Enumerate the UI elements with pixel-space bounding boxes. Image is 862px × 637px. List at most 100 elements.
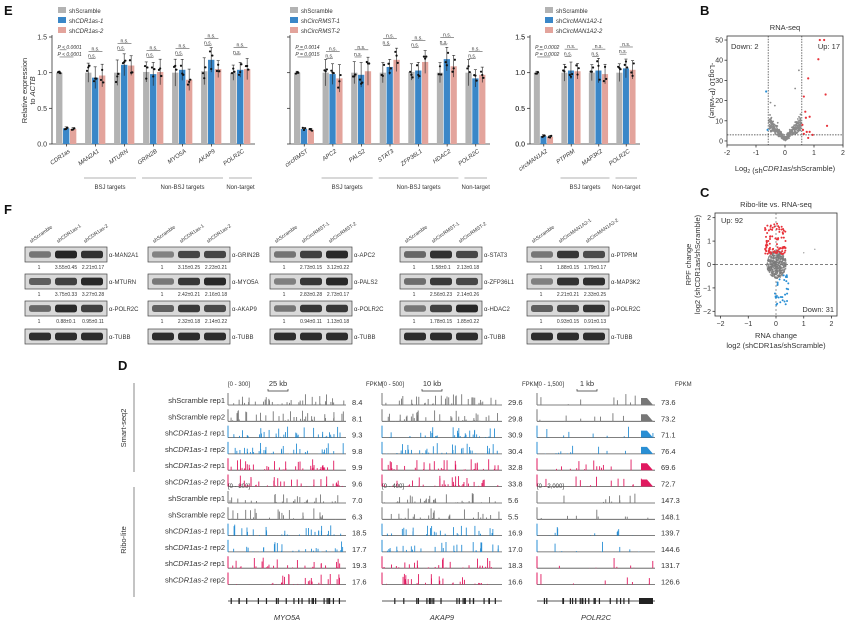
bar bbox=[307, 129, 314, 144]
sig-label: n.s. bbox=[146, 53, 154, 59]
scatter-point-down bbox=[773, 292, 776, 295]
scatter-point-ns bbox=[776, 259, 778, 261]
bar bbox=[208, 59, 215, 144]
group-label: BSJ targets bbox=[332, 185, 363, 191]
sig-label: n.s. bbox=[443, 33, 451, 39]
x-tick-label: APC2 bbox=[321, 148, 339, 163]
lane-label: shScramble bbox=[29, 224, 54, 244]
protein-band bbox=[274, 278, 296, 285]
scatter-point-ns bbox=[767, 256, 770, 259]
data-point bbox=[179, 64, 183, 67]
data-point bbox=[218, 70, 221, 73]
scatter-point-ns bbox=[771, 125, 774, 128]
data-point bbox=[188, 80, 191, 83]
bar bbox=[386, 66, 393, 144]
data-point bbox=[128, 59, 132, 62]
protein-band bbox=[300, 332, 322, 341]
scatter-point-ns bbox=[767, 266, 769, 268]
bar bbox=[533, 72, 540, 144]
fpkm-value: 29.8 bbox=[508, 414, 523, 423]
gene-model-exon bbox=[464, 598, 466, 604]
sample-label: shCDR1as-1 rep2 bbox=[165, 445, 225, 454]
fpkm-header: FPKM bbox=[522, 382, 539, 388]
bar bbox=[56, 72, 63, 144]
scatter-point-ns bbox=[773, 258, 775, 260]
data-point bbox=[332, 71, 335, 75]
scale-bar-label: 1 kb bbox=[580, 379, 594, 388]
scatter-point-ns bbox=[773, 260, 776, 263]
scatter-point-ns bbox=[773, 272, 775, 274]
gene-model-exon bbox=[546, 598, 548, 604]
data-point bbox=[189, 78, 192, 81]
gene-name: MYO5A bbox=[274, 613, 300, 622]
x-axis-title: Log2 (shCDR1as/shScramble) bbox=[735, 164, 836, 175]
fpkm-value: 29.6 bbox=[508, 398, 523, 407]
scatter-point-ns bbox=[769, 129, 772, 132]
y-axis-title: -Log10 (P-value) bbox=[708, 63, 717, 119]
scatter-point-up bbox=[781, 232, 784, 235]
scatter-point-ns bbox=[768, 128, 771, 130]
scatter-point-ns bbox=[772, 259, 774, 261]
up-count-label: Up: 17 bbox=[818, 42, 840, 51]
data-point bbox=[114, 80, 118, 84]
x-tick-label: PTPRM bbox=[556, 149, 577, 166]
band-quant: 2.21±0.21 bbox=[557, 292, 579, 298]
data-point bbox=[536, 71, 540, 74]
band-quant: 3.75±0.33 bbox=[55, 292, 77, 298]
scatter-point-ns bbox=[768, 121, 771, 123]
antibody-label: α-PALS2 bbox=[354, 280, 378, 286]
scatter-point-up bbox=[773, 225, 776, 228]
data-point bbox=[85, 69, 89, 72]
scatter-point-ns bbox=[775, 260, 777, 262]
x-tick-label: 1 bbox=[802, 321, 806, 328]
antibody-label: α-TUBB bbox=[354, 335, 375, 341]
band-quant: 1 bbox=[413, 292, 416, 298]
protein-band bbox=[531, 332, 553, 341]
scatter-point-ns bbox=[775, 276, 777, 278]
gene-model-exon bbox=[569, 598, 571, 604]
band-quant: 1 bbox=[283, 265, 286, 271]
scatter-point-up bbox=[778, 226, 781, 229]
scatter-point-ns bbox=[799, 113, 802, 116]
fpkm-value: 8.1 bbox=[352, 414, 362, 423]
protein-band bbox=[81, 277, 103, 286]
scatter-point-ns bbox=[769, 114, 771, 116]
gene-model-exon bbox=[238, 598, 240, 604]
scatter-point-ns bbox=[768, 266, 770, 269]
scatter-point-down bbox=[776, 283, 779, 286]
lane-label: shCircRMST-1 bbox=[301, 221, 331, 245]
band-quant: 1 bbox=[283, 319, 286, 325]
legend-label: shScramble bbox=[301, 9, 333, 15]
y-tick-label: 0.5 bbox=[515, 106, 525, 113]
protein-band bbox=[178, 277, 200, 286]
legend-swatch bbox=[290, 17, 298, 23]
data-point bbox=[445, 64, 448, 67]
fpkm-value: 73.2 bbox=[661, 414, 676, 423]
band-quant: 1 bbox=[413, 265, 416, 271]
scatter-point-down bbox=[779, 301, 782, 304]
scatter-point-up bbox=[766, 252, 769, 255]
bar bbox=[629, 69, 636, 144]
scatter-point-ns bbox=[776, 256, 779, 258]
gene-model-exon bbox=[628, 598, 630, 604]
antibody-label: α-ZFP36L1 bbox=[484, 280, 515, 286]
scatter-point-ns bbox=[773, 123, 776, 126]
scatter-point-ns bbox=[768, 264, 770, 267]
y-tick-label: 0.0 bbox=[515, 142, 525, 149]
scatter-point-ns bbox=[799, 124, 802, 127]
data-point bbox=[467, 65, 470, 68]
scatter-point-ns bbox=[783, 268, 785, 271]
data-point bbox=[422, 55, 426, 58]
data-point bbox=[596, 60, 599, 63]
data-point bbox=[590, 70, 593, 73]
protein-band bbox=[204, 332, 226, 341]
fpkm-value: 71.1 bbox=[661, 431, 676, 440]
scatter-point-ns bbox=[782, 262, 784, 265]
scatter-point-ns bbox=[783, 263, 785, 265]
data-point bbox=[204, 66, 207, 69]
panel-label-e: E bbox=[4, 3, 13, 18]
fpkm-value: 147.3 bbox=[661, 496, 680, 505]
track-peak bbox=[641, 463, 653, 471]
scatter-point-ns bbox=[785, 261, 787, 263]
